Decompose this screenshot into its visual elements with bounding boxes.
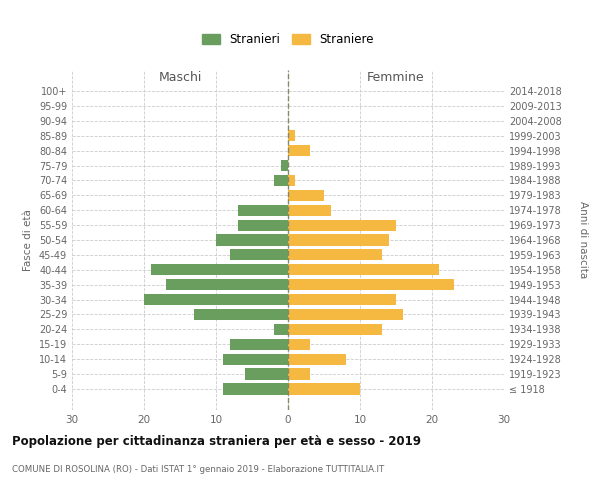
Bar <box>216 234 288 246</box>
Bar <box>288 309 403 320</box>
Bar <box>194 309 288 320</box>
Bar <box>281 160 288 171</box>
Bar <box>288 250 382 260</box>
Bar <box>288 130 295 141</box>
Bar <box>274 175 288 186</box>
Text: Popolazione per cittadinanza straniera per età e sesso - 2019: Popolazione per cittadinanza straniera p… <box>12 435 421 448</box>
Bar <box>288 279 454 290</box>
Bar <box>245 368 288 380</box>
Bar <box>274 324 288 335</box>
Bar <box>144 294 288 305</box>
Bar <box>166 279 288 290</box>
Bar <box>288 384 360 394</box>
Legend: Stranieri, Straniere: Stranieri, Straniere <box>197 28 379 50</box>
Y-axis label: Fasce di età: Fasce di età <box>23 209 33 271</box>
Text: COMUNE DI ROSOLINA (RO) - Dati ISTAT 1° gennaio 2019 - Elaborazione TUTTITALIA.I: COMUNE DI ROSOLINA (RO) - Dati ISTAT 1° … <box>12 465 384 474</box>
Bar <box>223 354 288 365</box>
Bar <box>230 250 288 260</box>
Bar <box>223 384 288 394</box>
Bar <box>288 294 396 305</box>
Bar <box>288 220 396 230</box>
Bar <box>230 338 288 350</box>
Bar <box>238 204 288 216</box>
Y-axis label: Anni di nascita: Anni di nascita <box>578 202 588 278</box>
Text: Femmine: Femmine <box>367 71 425 84</box>
Bar <box>288 368 310 380</box>
Bar <box>288 175 295 186</box>
Bar <box>238 220 288 230</box>
Bar <box>151 264 288 276</box>
Bar <box>288 354 346 365</box>
Bar <box>288 338 310 350</box>
Bar <box>288 204 331 216</box>
Bar <box>288 264 439 276</box>
Text: Maschi: Maschi <box>158 71 202 84</box>
Bar <box>288 190 324 201</box>
Bar <box>288 324 382 335</box>
Bar <box>288 234 389 246</box>
Bar <box>288 145 310 156</box>
